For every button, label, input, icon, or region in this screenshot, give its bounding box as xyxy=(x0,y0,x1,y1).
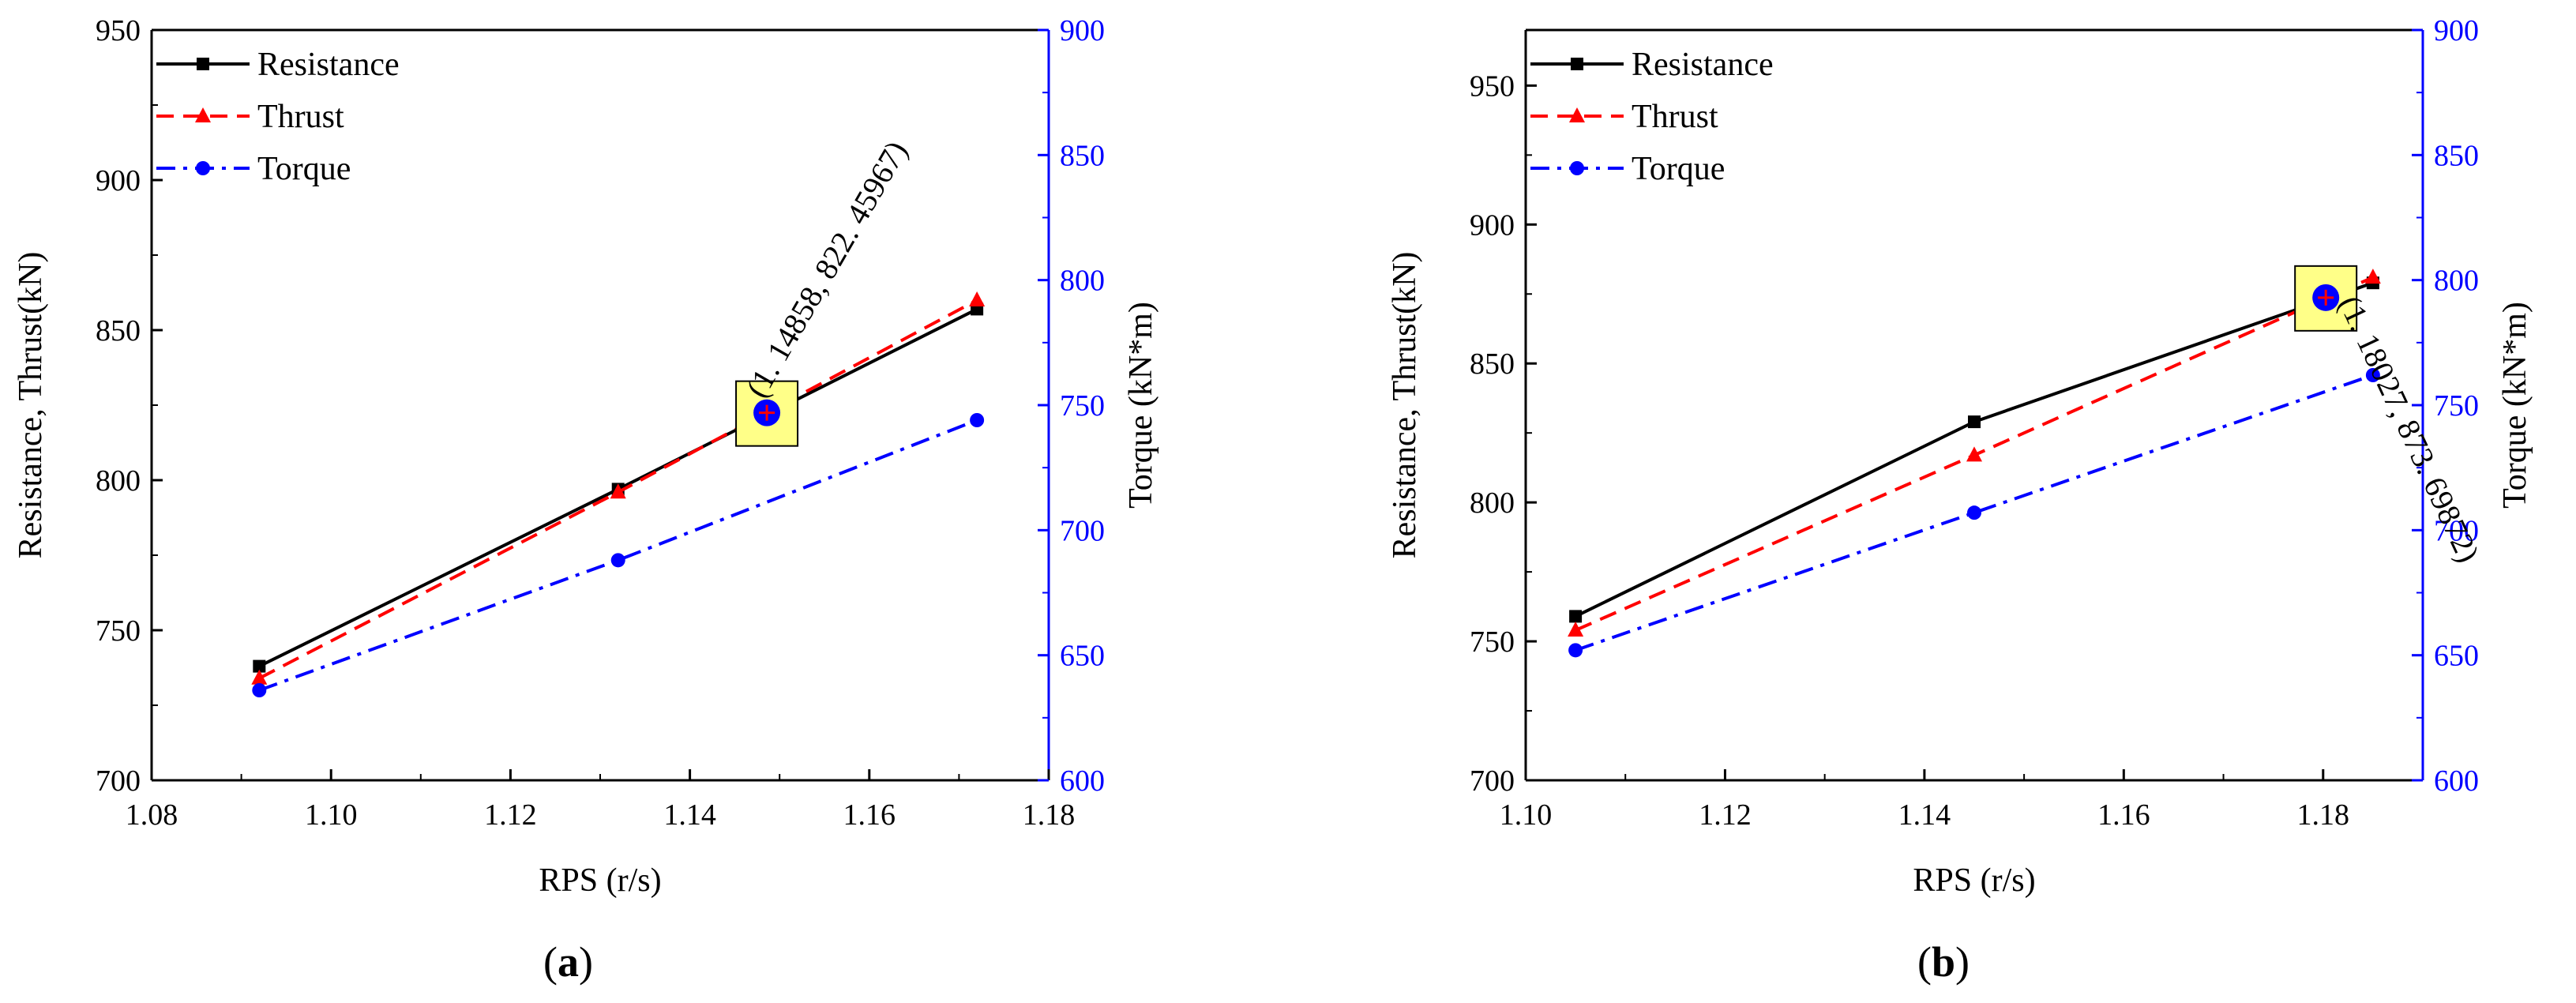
torque-line xyxy=(258,419,978,692)
thrust-point xyxy=(251,669,268,685)
chart-panel-a: 1.08 1.10 1.12 1.14 1.16 1.18 700 750 800 850 900 9… xyxy=(13,14,1159,986)
annotation-label: (1. 18027, 873. 69872) xyxy=(2332,290,2487,567)
legend-marker-resistance xyxy=(1571,58,1583,70)
series-torque xyxy=(252,413,985,697)
legend-marker-torque xyxy=(1570,161,1584,175)
legend-marker-thrust xyxy=(1569,107,1585,122)
y-tick-label: 750 xyxy=(96,614,141,648)
y2-tick-label: 600 xyxy=(1060,764,1105,798)
x-axis-title: RPS (r/s) xyxy=(539,862,661,899)
y2-tick-label: 650 xyxy=(2434,640,2479,673)
torque-point xyxy=(2365,368,2380,382)
torque-point xyxy=(1967,505,1981,520)
torque-point xyxy=(970,413,985,427)
chart-panel-b: 1.10 1.12 1.14 1.16 1.18 700 750 800 850 900 950 60… xyxy=(1387,14,2533,986)
legend-label-resistance: Resistance xyxy=(1632,47,1774,83)
thrust-point xyxy=(610,483,626,499)
y-tick-label: 750 xyxy=(1470,625,1515,659)
y2-tick-label: 650 xyxy=(1060,640,1105,673)
y-axis-title: Resistance, Thrust(kN) xyxy=(13,252,49,559)
x-tick-label: 1.08 xyxy=(126,798,178,832)
y-tick-label: 950 xyxy=(96,14,141,47)
x-tick-label: 1.16 xyxy=(843,798,896,832)
x-tick-label: 1.12 xyxy=(1699,798,1752,832)
y2-tick-label: 700 xyxy=(1060,514,1105,547)
legend-label-thrust: Thrust xyxy=(1632,99,1718,135)
y-tick-label: 800 xyxy=(96,464,141,498)
resistance-point xyxy=(1569,610,1583,623)
legend-label-torque: Torque xyxy=(257,151,351,187)
y2-tick-label: 700 xyxy=(2434,514,2479,547)
y2-tick-label: 850 xyxy=(2434,139,2479,172)
y2-tick-label: 850 xyxy=(1060,139,1105,172)
series-torque xyxy=(1568,368,2380,658)
y2-tick-label: 750 xyxy=(1060,389,1105,423)
resistance-point xyxy=(253,659,266,673)
x-tick-label: 1.10 xyxy=(305,798,358,832)
y2-tick-label: 800 xyxy=(2434,265,2479,298)
thrust-point xyxy=(2364,269,2381,284)
torque-line xyxy=(1575,374,2374,652)
y-tick-label: 850 xyxy=(96,314,141,347)
legend-label-thrust: Thrust xyxy=(257,99,344,135)
torque-point xyxy=(1568,643,1583,658)
y-axis-title: Resistance, Thrust(kN) xyxy=(1387,252,1423,559)
x-tick-label: 1.18 xyxy=(1023,798,1076,832)
torque-point xyxy=(252,683,267,697)
resistance-point xyxy=(1968,415,1981,429)
series-thrust xyxy=(251,291,986,685)
y2-tick-label: 900 xyxy=(1060,14,1105,47)
data-cursor-annotation: (1. 14858, 822. 45967) xyxy=(735,135,914,447)
y-tick-label: 950 xyxy=(1470,69,1515,103)
legend-marker-resistance xyxy=(197,58,209,70)
legend-label-resistance: Resistance xyxy=(257,47,400,83)
x-tick-label: 1.14 xyxy=(663,798,716,832)
legend-marker-thrust xyxy=(195,107,211,122)
y2-tick-label: 750 xyxy=(2434,389,2479,423)
panel-label: (b) xyxy=(1917,938,1970,986)
y2-axis-title: Torque (kN*m) xyxy=(2497,302,2533,509)
thrust-point xyxy=(969,291,986,306)
x-tick-label: 1.10 xyxy=(1500,798,1553,832)
y2-tick-label: 800 xyxy=(1060,265,1105,298)
annotation-label: (1. 14858, 822. 45967) xyxy=(738,135,914,404)
panel-label: (a) xyxy=(543,938,593,986)
torque-point xyxy=(610,553,625,568)
thrust-point xyxy=(1966,446,1982,462)
x-tick-label: 1.12 xyxy=(484,798,537,832)
legend: Resistance Thrust Torque xyxy=(1530,47,1774,187)
x-tick-label: 1.18 xyxy=(2297,798,2350,832)
panel-label-letter: b xyxy=(1932,938,1955,986)
y-tick-label: 700 xyxy=(96,764,141,798)
y2-axis-title: Torque (kN*m) xyxy=(1123,302,1159,509)
y-tick-label: 900 xyxy=(96,164,141,197)
x-axis-title: RPS (r/s) xyxy=(1913,862,2035,899)
y-tick-label: 700 xyxy=(1470,764,1515,798)
y-tick-label: 850 xyxy=(1470,347,1515,381)
legend: Resistance Thrust Torque xyxy=(156,47,400,187)
y2-tick-label: 600 xyxy=(2434,764,2479,798)
y-tick-label: 900 xyxy=(1470,208,1515,242)
x-tick-label: 1.14 xyxy=(1898,798,1951,832)
x-tick-label: 1.16 xyxy=(2097,798,2150,832)
legend-marker-torque xyxy=(196,161,210,175)
y2-tick-label: 900 xyxy=(2434,14,2479,47)
y-tick-label: 800 xyxy=(1470,486,1515,520)
series-thrust xyxy=(1568,269,2381,637)
thrust-point xyxy=(1568,622,1584,637)
legend-label-torque: Torque xyxy=(1632,151,1725,187)
panel-label-letter: a xyxy=(558,938,579,986)
